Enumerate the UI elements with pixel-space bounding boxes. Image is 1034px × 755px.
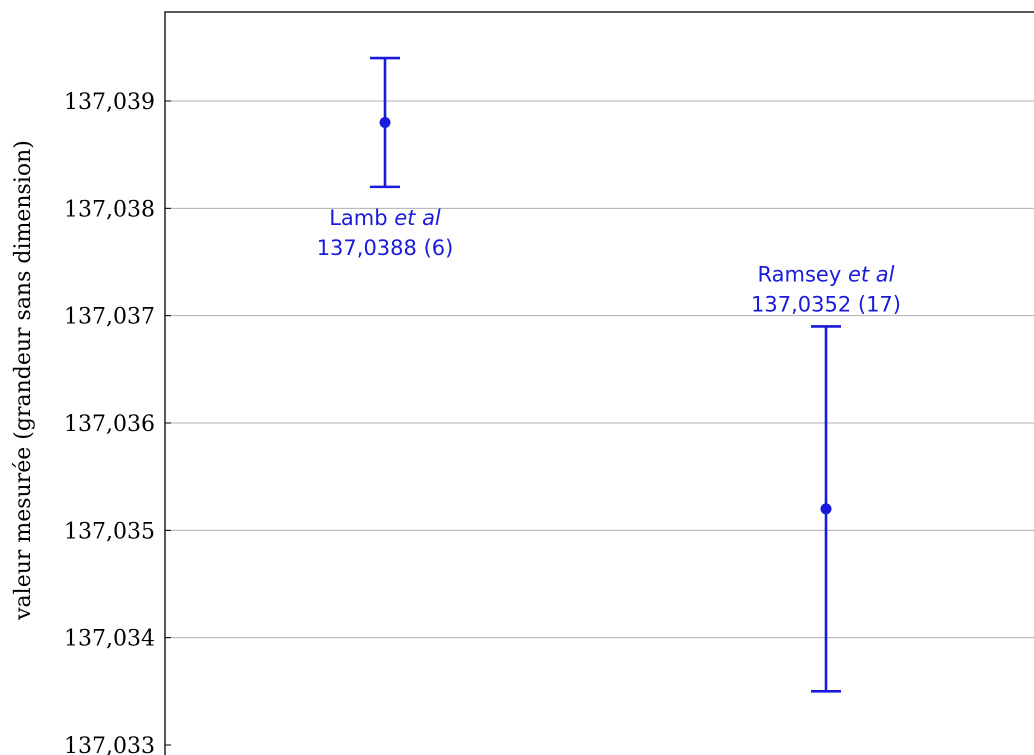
data-point-lamb: Lamb et al 137,0388 (6) <box>317 58 454 260</box>
data-points: Lamb et al 137,0388 (6) Ramsey et al 137,03… <box>317 58 901 691</box>
point-name-label: Ramsey et al <box>758 262 895 286</box>
data-marker <box>380 117 391 128</box>
y-tick-label: 137,033 <box>64 734 155 755</box>
y-tick-label: 137,038 <box>64 197 155 222</box>
y-tick-label: 137,035 <box>64 519 155 544</box>
y-tick-label: 137,034 <box>64 627 155 652</box>
plot-frame <box>165 12 1034 755</box>
data-point-ramsey: Ramsey et al 137,0352 (17) <box>751 262 901 691</box>
y-axis-title: valeur mesurée (grandeur sans dimension) <box>11 140 36 621</box>
point-name-label: Lamb et al <box>329 206 441 230</box>
grid-lines <box>165 101 1034 638</box>
point-value-label: 137,0388 (6) <box>317 236 454 260</box>
y-tick-labels: 137,033 137,034 137,035 137,036 137,037 137,0… <box>64 90 171 755</box>
y-tick-label: 137,036 <box>64 412 155 437</box>
y-tick-label: 137,039 <box>64 90 155 115</box>
data-marker <box>821 503 832 514</box>
y-tick-label: 137,037 <box>64 305 155 330</box>
point-value-label: 137,0352 (17) <box>751 292 901 316</box>
